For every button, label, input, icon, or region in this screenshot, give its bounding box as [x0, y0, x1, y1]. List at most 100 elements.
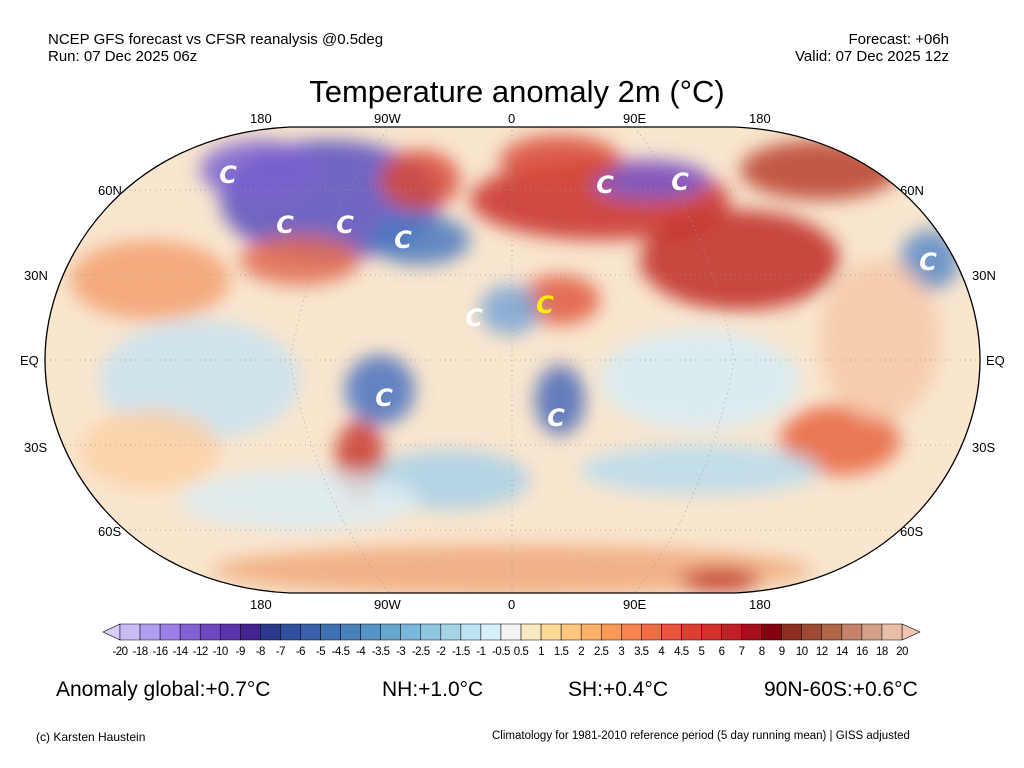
lon-label-top: 90E [623, 111, 647, 126]
colorbar-swatch [821, 623, 843, 641]
colorbar-swatch [420, 623, 442, 641]
anomaly-region [200, 140, 320, 200]
colorbar-tick-label: -1.5 [451, 646, 470, 658]
cold-marker: C [375, 384, 393, 412]
colorbar-tick-label: 20 [896, 646, 908, 658]
colorbar-swatch [179, 623, 201, 641]
colorbar-tick-label: 8 [758, 646, 765, 658]
lon-label-bottom: 90E [623, 597, 647, 612]
colorbar-swatch [861, 623, 883, 641]
global-anomaly: Anomaly global:+0.7°C [56, 678, 271, 701]
colorbar-swatch [781, 623, 802, 641]
anomaly-region [70, 240, 230, 320]
colorbar-tick-label: -20 [112, 646, 128, 658]
colorbar-swatch [240, 623, 261, 641]
anomaly-region [820, 260, 940, 420]
colorbar-swatch [480, 623, 502, 641]
colorbar-tick-label: -5 [315, 646, 326, 658]
colorbar-swatch [761, 623, 782, 641]
colorbar-tick-label: 18 [876, 646, 888, 658]
colorbar-tick-label: 1 [538, 646, 545, 658]
colorbar-tick-label: 14 [835, 646, 848, 658]
colorbar-swatch [701, 623, 722, 641]
cold-marker: C [919, 248, 937, 276]
colorbar-swatch [119, 623, 141, 641]
lat-label-right: 60N [900, 183, 924, 198]
colorbar-swatch [300, 623, 321, 641]
anomaly-region [240, 235, 360, 285]
colorbar-swatch [681, 623, 702, 641]
cold-marker: C [596, 171, 614, 199]
map-outline [44, 126, 981, 594]
cold-marker: C [219, 161, 237, 189]
colorbar-swatch [400, 623, 422, 641]
lon-label-bottom: 180 [749, 597, 771, 612]
anomaly-region [580, 445, 820, 495]
colorbar-tick-label: 0.5 [513, 646, 529, 658]
lat-label-left: 60S [98, 524, 122, 539]
colorbar-swatch [440, 623, 462, 641]
colorbar-tick-label: -16 [152, 646, 169, 658]
colorbar-swatch [159, 623, 181, 641]
colorbar-tick-label: 10 [795, 646, 808, 658]
colorbar-tick-label: 2 [578, 646, 585, 658]
colorbar-swatch [801, 623, 823, 641]
colorbar-tick-label: -3.5 [371, 646, 390, 658]
anomaly-region [180, 470, 420, 530]
colorbar-tick-label: 6 [718, 646, 725, 658]
anomaly-region [80, 410, 220, 490]
colorbar-swatch [199, 623, 221, 641]
colorbar-swatch [520, 623, 542, 641]
model-info: NCEP GFS forecast vs CFSR reanalysis @0.… [48, 31, 384, 48]
lat-label-right: 30N [972, 268, 996, 283]
colorbar-tick-label: -4.5 [331, 646, 350, 658]
colorbar-swatch [139, 623, 161, 641]
colorbar-swatch [340, 623, 361, 641]
lat-label-left: 30N [24, 268, 48, 283]
colorbar-tick-label: -18 [132, 646, 148, 658]
colorbar-tick-label: -12 [192, 646, 209, 658]
lon-label-top: 180 [250, 111, 272, 126]
anomaly-region [680, 568, 760, 592]
cold-marker: C [465, 304, 483, 332]
lat-label-right: EQ [986, 353, 1005, 368]
colorbar-swatch [721, 623, 742, 641]
anomaly-region [380, 150, 460, 210]
anomaly-region [535, 365, 585, 435]
colorbar-swatch [580, 623, 602, 641]
lon-label-bottom: 0 [508, 597, 516, 612]
colorbar-tick-label: -4 [355, 646, 366, 658]
colorbar-tick-label: 4 [658, 646, 665, 658]
colorbar-swatch [260, 623, 281, 641]
anomaly-region [480, 285, 540, 335]
colorbar-tick-label: -10 [212, 646, 229, 658]
colorbar-swatch [460, 623, 482, 641]
colorbar-swatch [500, 623, 522, 641]
anomaly-region [780, 405, 900, 475]
colorbar-swatch [600, 623, 622, 641]
colorbar-tick-label: -1 [476, 646, 486, 658]
cold-marker: C [536, 291, 554, 319]
colorbar-low-extend [102, 623, 121, 641]
anomaly-region [600, 330, 800, 430]
anomaly-region [345, 355, 415, 425]
forecast-hour: Forecast: +06h [848, 31, 949, 48]
climatology-note: Climatology for 1981-2010 reference peri… [492, 730, 910, 742]
valid-time: Valid: 07 Dec 2025 12z [795, 48, 949, 65]
map-title: Temperature anomaly 2m (°C) [309, 74, 725, 109]
colorbar-tick-label: 2.5 [593, 646, 609, 658]
cold-marker: C [394, 226, 412, 254]
colorbar-swatch [540, 623, 562, 641]
colorbar-swatch [661, 623, 682, 641]
anomaly-region [370, 215, 470, 265]
colorbar-swatch [841, 623, 863, 641]
colorbar-swatch [380, 623, 401, 641]
colorbar-tick-label: -2 [436, 646, 446, 658]
band-anomaly: 90N-60S:+0.6°C [764, 678, 918, 701]
colorbar-swatch [560, 623, 582, 641]
anomaly-region [520, 275, 600, 325]
lat-label-left: 30S [24, 440, 48, 455]
nh-anomaly: NH:+1.0°C [382, 678, 484, 701]
colorbar-tick-label: 7 [738, 646, 745, 658]
